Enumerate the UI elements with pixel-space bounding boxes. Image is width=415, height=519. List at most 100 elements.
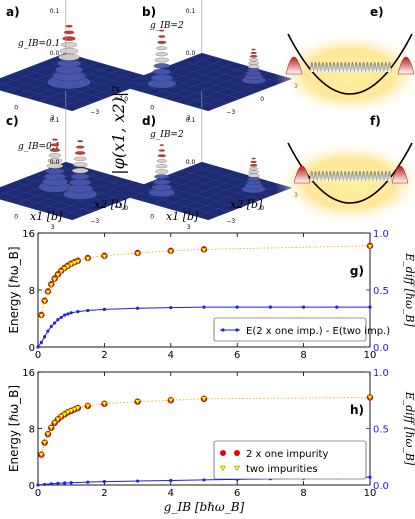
x-tick-label: 2 xyxy=(101,488,107,499)
surface-peak xyxy=(249,58,259,62)
two-impurity-point xyxy=(54,272,61,279)
y2-axis-label: E_diff [ℏω_B] xyxy=(403,391,415,466)
surface-panel-c: c) g_IB=0.1 0.00.1−303−303 xyxy=(0,90,162,231)
diff-point xyxy=(36,483,40,487)
two-impurity-point xyxy=(58,269,65,275)
x1-tick: −3 xyxy=(114,94,123,101)
y2-tick-label: 0.5 xyxy=(373,286,389,297)
atom-wave xyxy=(346,170,351,182)
surface-peak xyxy=(249,164,258,167)
z-tick: 0.1 xyxy=(186,117,196,124)
diff-point xyxy=(368,305,372,309)
z-tick: 0.0 xyxy=(50,159,60,166)
diff-point xyxy=(86,480,90,484)
two-impurity-point xyxy=(58,414,65,420)
surface-peak xyxy=(156,46,168,51)
legend-swatch xyxy=(220,450,226,456)
surface-grid xyxy=(118,85,209,111)
surface-plot: 0.00.1−303−303 xyxy=(0,90,162,231)
surface-peak xyxy=(63,30,75,35)
atom-wave xyxy=(380,170,385,182)
atom-wave xyxy=(317,170,322,182)
surface-plot: 0.00.1−303−303 xyxy=(114,0,298,122)
atom-wave xyxy=(339,61,344,73)
x-tick-label: 8 xyxy=(300,350,306,361)
diff-point xyxy=(136,306,140,310)
two-impurity-point xyxy=(74,259,81,265)
two-impurity-point xyxy=(200,396,208,402)
surface-grid xyxy=(196,184,281,217)
diff-point xyxy=(302,305,306,309)
two-impurity-point xyxy=(61,266,68,272)
two-impurity-point xyxy=(68,262,75,268)
x2-label-d: x2 [b] xyxy=(230,198,263,211)
diff-point xyxy=(46,329,50,333)
two-impurity-point xyxy=(51,277,58,283)
two-impurity-point xyxy=(134,399,141,405)
surface-peak xyxy=(154,57,169,63)
x1-tick: 3 xyxy=(187,115,191,122)
z-tick: 0.0 xyxy=(186,159,196,166)
x-tick-label: 6 xyxy=(234,350,240,361)
diff-point xyxy=(268,305,272,309)
two-impurity-point xyxy=(84,256,91,262)
x-tick-label: 2 xyxy=(101,350,107,361)
surface-grid xyxy=(0,89,73,111)
surface-peak xyxy=(250,51,257,54)
diff-point xyxy=(66,312,70,316)
panel-letter: c) xyxy=(6,114,19,128)
surface-peak xyxy=(158,35,166,38)
legend-label: 2 x one impurity xyxy=(246,449,328,460)
surface-grid xyxy=(118,194,209,220)
x1-tick: 3 xyxy=(187,224,191,231)
diff-point xyxy=(49,324,53,329)
diff-point xyxy=(169,306,173,310)
z-tick: 0.1 xyxy=(50,117,60,124)
atom-wave xyxy=(365,170,370,182)
x-tick-label: 0 xyxy=(35,488,41,499)
x1-tick: 0 xyxy=(150,214,154,221)
z-axis-label: |φ(x1, x2)|² xyxy=(109,85,128,174)
two-impurity-point xyxy=(134,251,141,257)
trap-schematic xyxy=(275,141,415,225)
diff-point xyxy=(56,318,60,322)
panel-letter: d) xyxy=(142,114,156,128)
diff-point xyxy=(69,311,73,315)
two-impurity-point xyxy=(41,299,48,305)
two-impurity-point xyxy=(101,254,108,260)
two-impurity-point xyxy=(51,420,58,426)
surface-peak xyxy=(159,29,165,32)
x1-label-c: x1 [b] xyxy=(30,210,63,223)
surface-peak xyxy=(59,47,79,55)
surface-grid xyxy=(191,57,282,83)
impurity-peak xyxy=(293,165,311,184)
diff-point xyxy=(136,479,140,483)
two-impurity-point xyxy=(64,410,71,416)
surface-peak xyxy=(156,164,168,169)
diff-point xyxy=(335,305,339,309)
diff-point xyxy=(36,345,40,349)
surface-grid xyxy=(49,72,134,105)
surface-peak xyxy=(48,153,62,158)
surface-peak xyxy=(74,156,87,161)
g-label: g_IB=0.1 xyxy=(18,39,60,49)
surface-grid xyxy=(160,178,250,204)
y-tick-label: 16 xyxy=(22,368,35,379)
atom-wave xyxy=(320,170,325,182)
y-tick-label: 8 xyxy=(29,425,35,436)
diff-point xyxy=(69,481,73,485)
y-tick-label: 16 xyxy=(22,229,35,240)
y2-tick-label: 1.0 xyxy=(373,368,389,379)
bec-cloud xyxy=(275,141,415,225)
y2-tick-label: 1.0 xyxy=(373,229,389,240)
surface-peak xyxy=(250,160,257,163)
atom-wave xyxy=(343,170,348,182)
atom-wave xyxy=(346,61,351,73)
diff-point xyxy=(62,481,67,485)
atom-wave xyxy=(313,61,318,73)
diff-point xyxy=(53,321,57,325)
panel-letter: b) xyxy=(142,5,156,19)
atom-wave xyxy=(350,170,355,182)
g-label: g_IB=2 xyxy=(150,21,184,31)
bec-cloud xyxy=(275,32,415,116)
